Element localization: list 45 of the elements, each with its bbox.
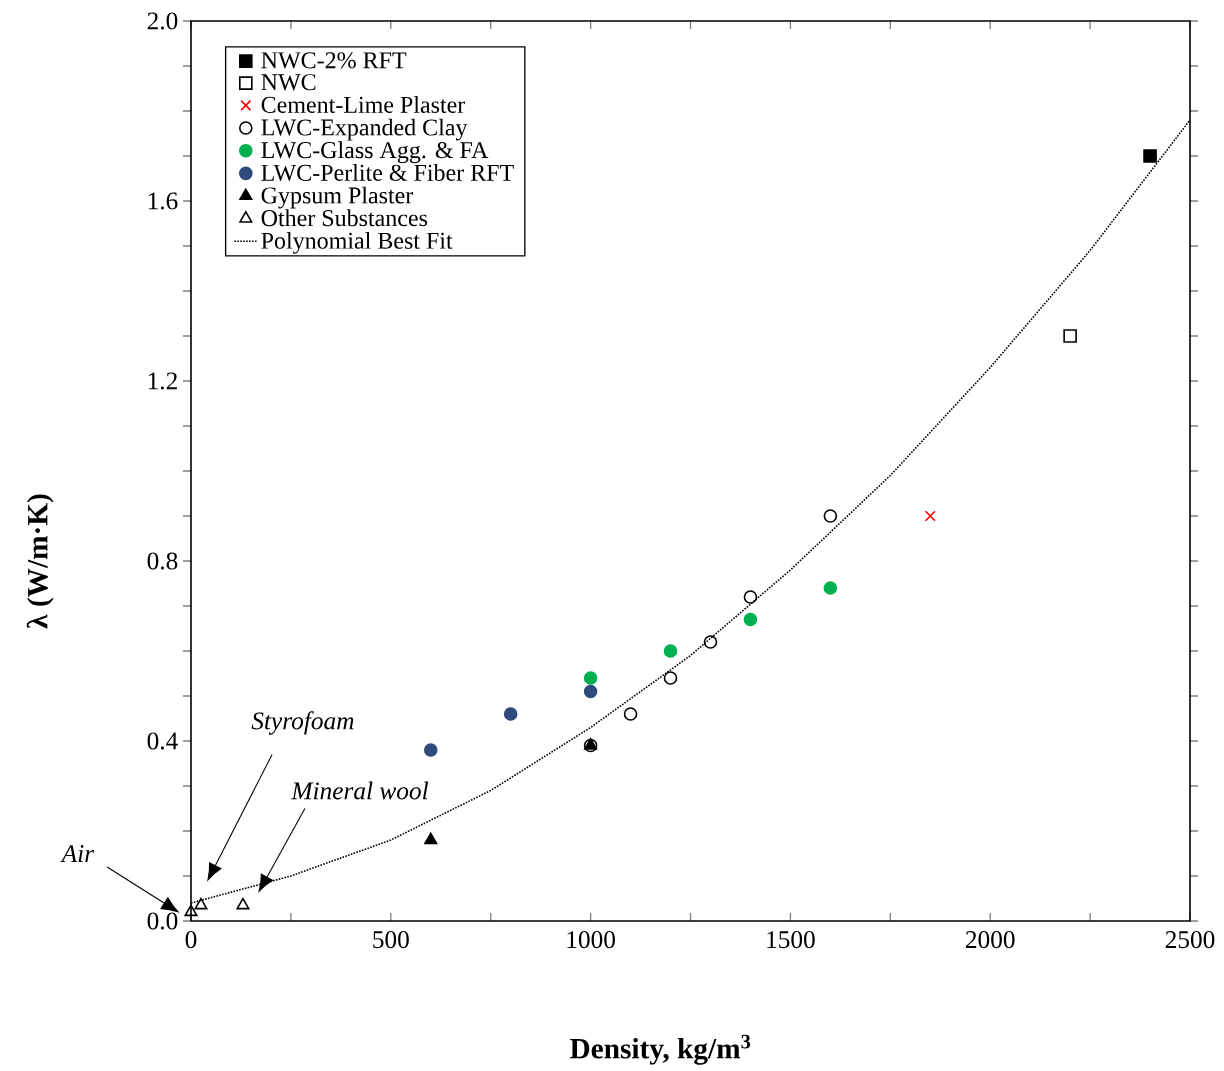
- legend-label: Other Substances: [261, 209, 428, 227]
- annotation: Styrofoam: [251, 711, 354, 735]
- legend-label: Gypsum Plaster: [261, 186, 414, 209]
- point: [503, 707, 518, 721]
- legend-label: LWC-Glass Agg. & FA: [261, 141, 489, 164]
- legend-label: LWC-Expanded Clay: [261, 118, 468, 141]
- point: [424, 832, 438, 845]
- legend-label: Polynomial Best Fit: [261, 231, 453, 254]
- y-tick-label: 1.6: [148, 192, 178, 210]
- point: [823, 509, 838, 523]
- point: [1143, 149, 1157, 163]
- point: [583, 671, 598, 685]
- x-tick-label: 2500: [1165, 931, 1215, 949]
- y-tick-label: 1.2: [148, 372, 177, 390]
- point: [743, 612, 758, 627]
- legend-label: Cement-Lime Plaster: [261, 96, 466, 113]
- x-tick-label: 2000: [965, 931, 1015, 949]
- point: [924, 510, 936, 522]
- y-tick-label: 0.4: [147, 732, 178, 750]
- x-tick-label: 500: [373, 931, 409, 949]
- point: [583, 684, 598, 699]
- x-tick-label: 1500: [767, 931, 815, 949]
- x-tick-label: 0: [185, 931, 197, 949]
- legend-label: NWC-2% RFT: [261, 52, 407, 69]
- point: [663, 644, 678, 658]
- point: [184, 904, 198, 917]
- legend-label: NWC: [261, 74, 316, 91]
- y-tick-label: 2.0: [147, 12, 178, 30]
- point: [423, 743, 438, 757]
- y-tick-label: 0.8: [147, 552, 178, 570]
- annotation: Mineral wool: [291, 781, 429, 800]
- point: [236, 897, 250, 910]
- point: [663, 671, 678, 685]
- text: Air: [60, 845, 95, 862]
- point: [823, 581, 838, 595]
- y-axis-title: λ (W/m·K): [26, 494, 54, 629]
- x-tick-label: 1000: [567, 931, 615, 949]
- y-tick-label: 0.0: [147, 912, 178, 930]
- legend-label: LWC-Perlite & Fiber RFT: [261, 163, 514, 182]
- point: [743, 590, 758, 604]
- point: [194, 897, 208, 910]
- point: [623, 707, 638, 721]
- x-axis-title: Density, kg/m$^{3}$: [570, 1034, 751, 1065]
- point: [703, 635, 718, 649]
- point: [1063, 329, 1077, 343]
